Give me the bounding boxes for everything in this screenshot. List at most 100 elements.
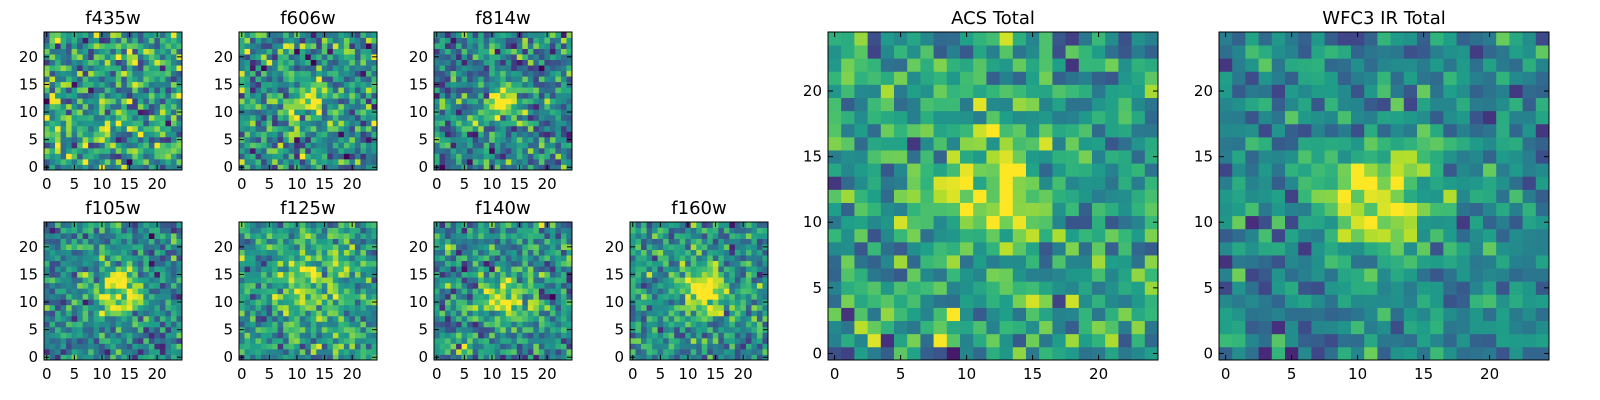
heatmap-cell [354, 92, 361, 99]
heatmap-cell [696, 288, 703, 295]
heatmap-cell [762, 255, 769, 262]
heatmap-cell [299, 136, 306, 143]
heatmap-cell [244, 158, 251, 165]
heatmap-cell [294, 37, 301, 44]
heatmap-cell [1065, 294, 1080, 308]
heatmap-cell [445, 114, 451, 121]
heatmap-cell [49, 81, 56, 88]
heatmap-cell [338, 343, 345, 350]
heatmap-cell [646, 337, 653, 344]
heatmap-cell [288, 266, 295, 273]
heatmap-cell [283, 277, 290, 284]
heatmap-cell [239, 282, 245, 289]
heatmap-cell [461, 48, 468, 55]
heatmap-cell [445, 238, 451, 245]
heatmap-cell [244, 54, 251, 60]
heatmap-cell [696, 299, 703, 306]
heatmap-cell [560, 310, 567, 317]
heatmap-cell [261, 293, 267, 300]
heatmap-cell [544, 266, 551, 273]
heatmap-cell [126, 131, 133, 138]
heatmap-cell [483, 326, 490, 333]
heatmap-cell [920, 228, 934, 243]
heatmap-cell [239, 131, 245, 138]
heatmap-cell [277, 354, 284, 361]
heatmap-cell [679, 326, 686, 333]
heatmap-cell [277, 337, 284, 344]
heatmap-cell [148, 288, 155, 295]
heatmap-cell [60, 222, 67, 228]
heatmap-cell [371, 131, 378, 138]
heatmap-cell [354, 70, 361, 77]
heatmap-cell [272, 125, 279, 132]
heatmap-cell [99, 282, 106, 289]
heatmap-cell [239, 65, 245, 72]
heatmap-cell [505, 222, 512, 228]
heatmap-cell [439, 277, 446, 284]
heatmap-cell [371, 348, 378, 355]
heatmap-cell [516, 271, 523, 278]
heatmap-cell [299, 54, 306, 60]
heatmap-cell [154, 299, 161, 306]
heatmap-cell [272, 48, 279, 55]
heatmap-cell [93, 164, 100, 171]
heatmap-cell [115, 87, 122, 94]
heatmap-cell [456, 158, 462, 165]
heatmap-cell [500, 136, 507, 143]
heatmap-cell [316, 227, 323, 234]
heatmap-cell [110, 87, 117, 94]
heatmap-cell [115, 266, 122, 273]
heatmap-cell [538, 271, 545, 278]
heatmap-cell [299, 244, 306, 250]
heatmap-cell [1012, 163, 1027, 177]
y-tick-label: 0 [223, 348, 233, 366]
heatmap-cell [343, 125, 350, 132]
heatmap-cell [159, 76, 166, 83]
heatmap-cell [483, 337, 490, 344]
heatmap-cell [668, 260, 675, 267]
heatmap-cell [933, 333, 948, 348]
heatmap-cell [973, 189, 987, 203]
heatmap-cell [60, 120, 67, 127]
heatmap-cell [646, 326, 653, 333]
heatmap-cell [159, 65, 166, 72]
heatmap-cell [729, 304, 736, 311]
heatmap-cell [494, 37, 501, 44]
heatmap-cell [679, 315, 686, 322]
heatmap-cell [461, 87, 468, 94]
heatmap-cell [272, 227, 279, 234]
heatmap-cell [104, 310, 111, 317]
heatmap-cell [472, 147, 479, 154]
heatmap-cell [294, 54, 301, 60]
heatmap-cell [239, 266, 245, 273]
heatmap-cell [483, 315, 490, 322]
heatmap-cell [143, 125, 150, 132]
heatmap-cell [338, 332, 345, 339]
heatmap-cell [244, 164, 251, 171]
heatmap-cell [143, 321, 150, 328]
heatmap-cell [316, 109, 323, 116]
heatmap-cell [77, 266, 84, 273]
heatmap-cell [712, 271, 719, 278]
heatmap-cell [126, 304, 133, 311]
heatmap-cell [154, 43, 161, 49]
heatmap-cell [500, 337, 507, 344]
heatmap-cell [137, 255, 144, 262]
y-tick-label: 15 [19, 265, 38, 283]
heatmap-cell [261, 131, 267, 138]
heatmap-cell [549, 244, 556, 250]
heatmap-cell [472, 87, 479, 94]
heatmap-cell [668, 299, 675, 306]
heatmap-cell [445, 81, 451, 88]
heatmap-cell [555, 354, 562, 361]
heatmap-cell [71, 37, 78, 44]
heatmap-cell [472, 293, 479, 300]
heatmap-cell [294, 76, 301, 83]
heatmap-cell [635, 222, 642, 228]
heatmap-cell [489, 158, 496, 165]
heatmap-cell [522, 266, 529, 273]
heatmap-cell [505, 293, 512, 300]
heatmap-cell [143, 43, 150, 49]
heatmap-cell [93, 222, 100, 228]
heatmap-cell [549, 98, 556, 105]
